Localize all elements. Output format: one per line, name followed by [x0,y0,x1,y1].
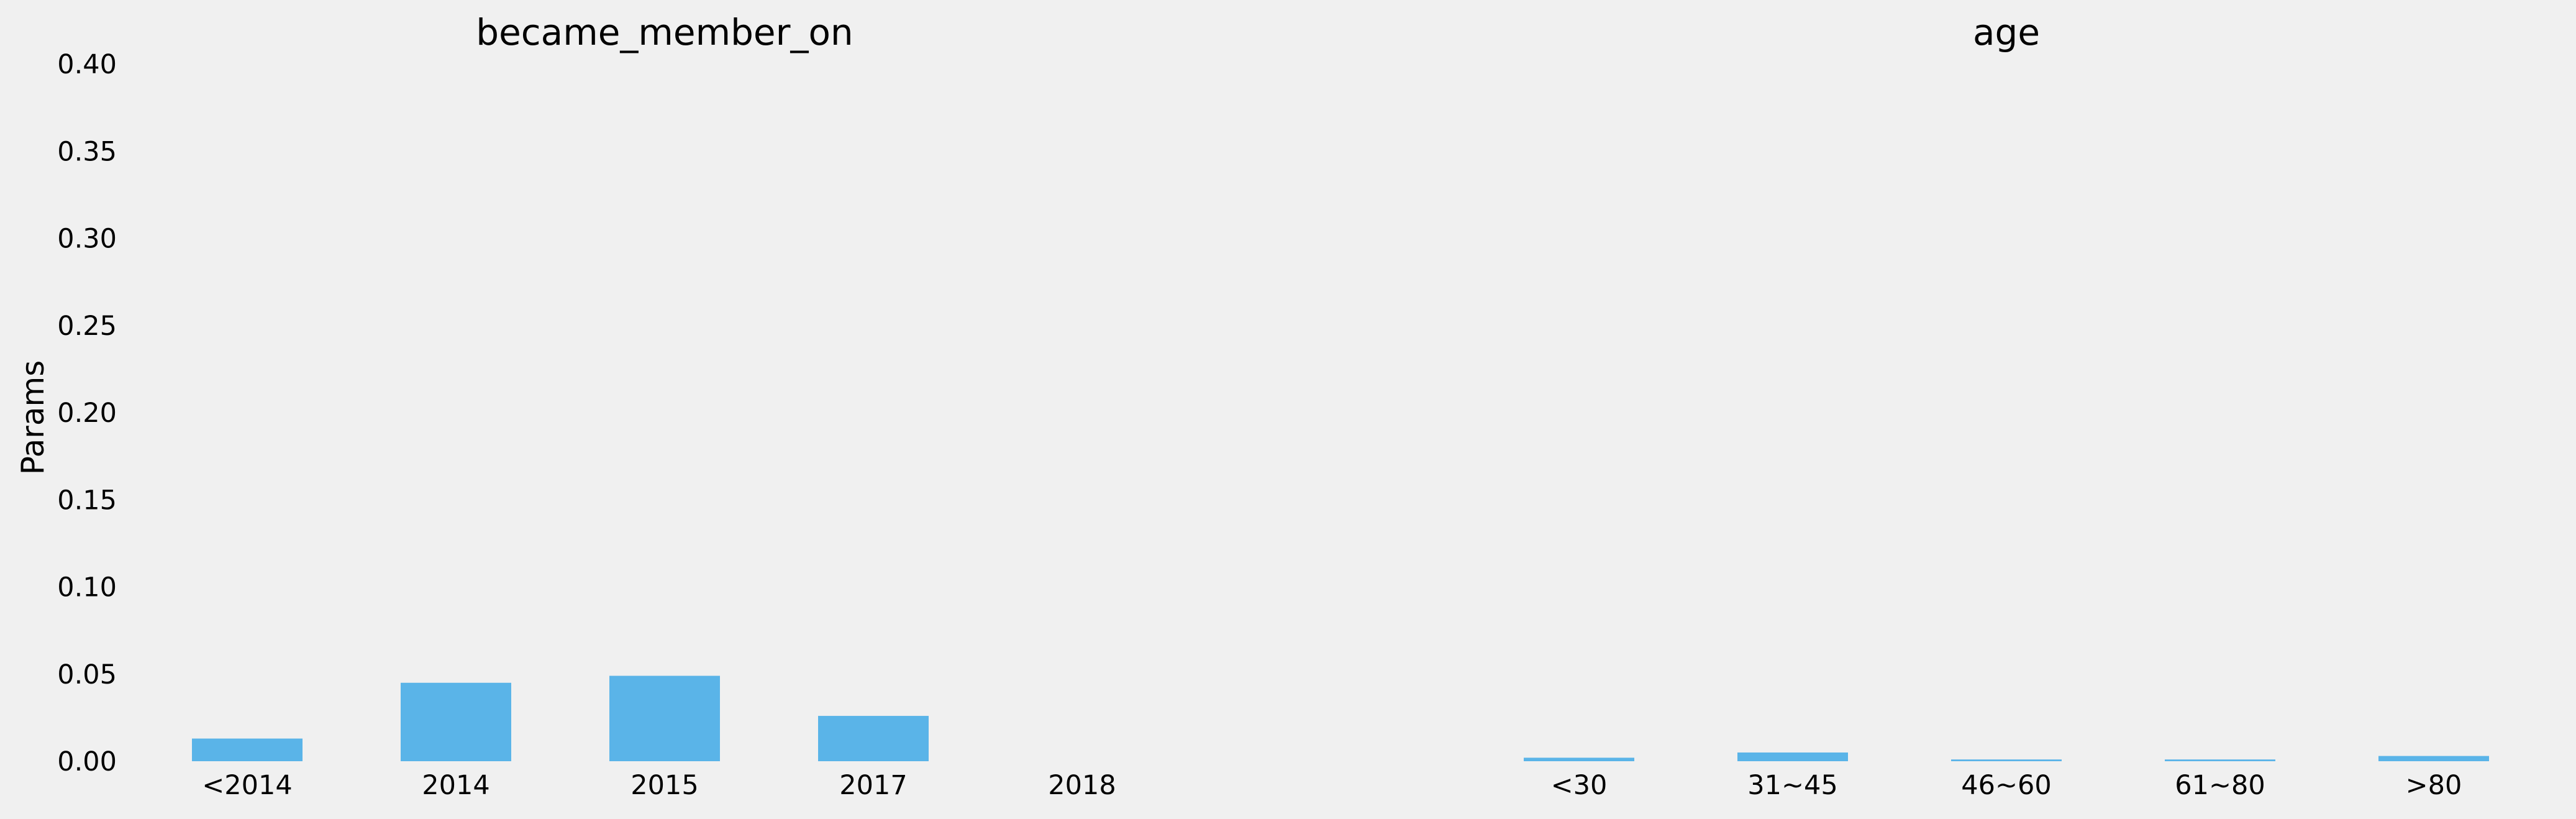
y-tick-label: 0.35 [57,136,117,167]
x-tick-label: 2017 [839,770,907,801]
panel-1: age <30 31~45 46~60 61~80 >80 [1524,11,2489,801]
panel-title: age [1973,11,2040,53]
bar [401,682,511,761]
bar [192,738,303,761]
panel-0: became_member_on <2014 2014 2015 2017 2018 [192,11,1116,801]
bar [1951,759,2062,761]
y-axis-label: Params [15,360,51,475]
y-tick-label: 0.05 [57,659,117,690]
panels: became_member_on <2014 2014 2015 2017 2018 age… [192,11,2489,801]
bar [1524,757,1634,761]
x-tick-label: <2014 [202,770,292,801]
bar [818,716,929,761]
panel-title: became_member_on [476,11,853,53]
x-tick-label: 31~45 [1747,770,1837,801]
bar [2378,756,2489,761]
y-tick-label: 0.00 [57,746,117,777]
x-tick-label: 2015 [630,770,698,801]
x-tick-label: 46~60 [1961,770,2051,801]
bar [609,675,720,761]
x-tick-label: 2018 [1048,770,1116,801]
x-tick-label: 61~80 [2175,770,2265,801]
x-tick-label: <30 [1551,770,1608,801]
y-tick-label: 0.20 [57,398,117,429]
y-tick-label: 0.40 [57,49,117,80]
y-tick-label: 0.30 [57,224,117,255]
bar [2165,759,2275,761]
y-tick-label: 0.25 [57,311,117,342]
x-tick-label: >80 [2406,770,2462,801]
x-tick-label: 2014 [422,770,489,801]
y-tick-label: 0.15 [57,485,117,516]
y-tick-label: 0.10 [57,572,117,603]
bar [1737,752,1848,761]
y-axis: 0.00 0.05 0.10 0.15 0.20 0.25 0.30 0.35 0.40 [57,49,117,777]
